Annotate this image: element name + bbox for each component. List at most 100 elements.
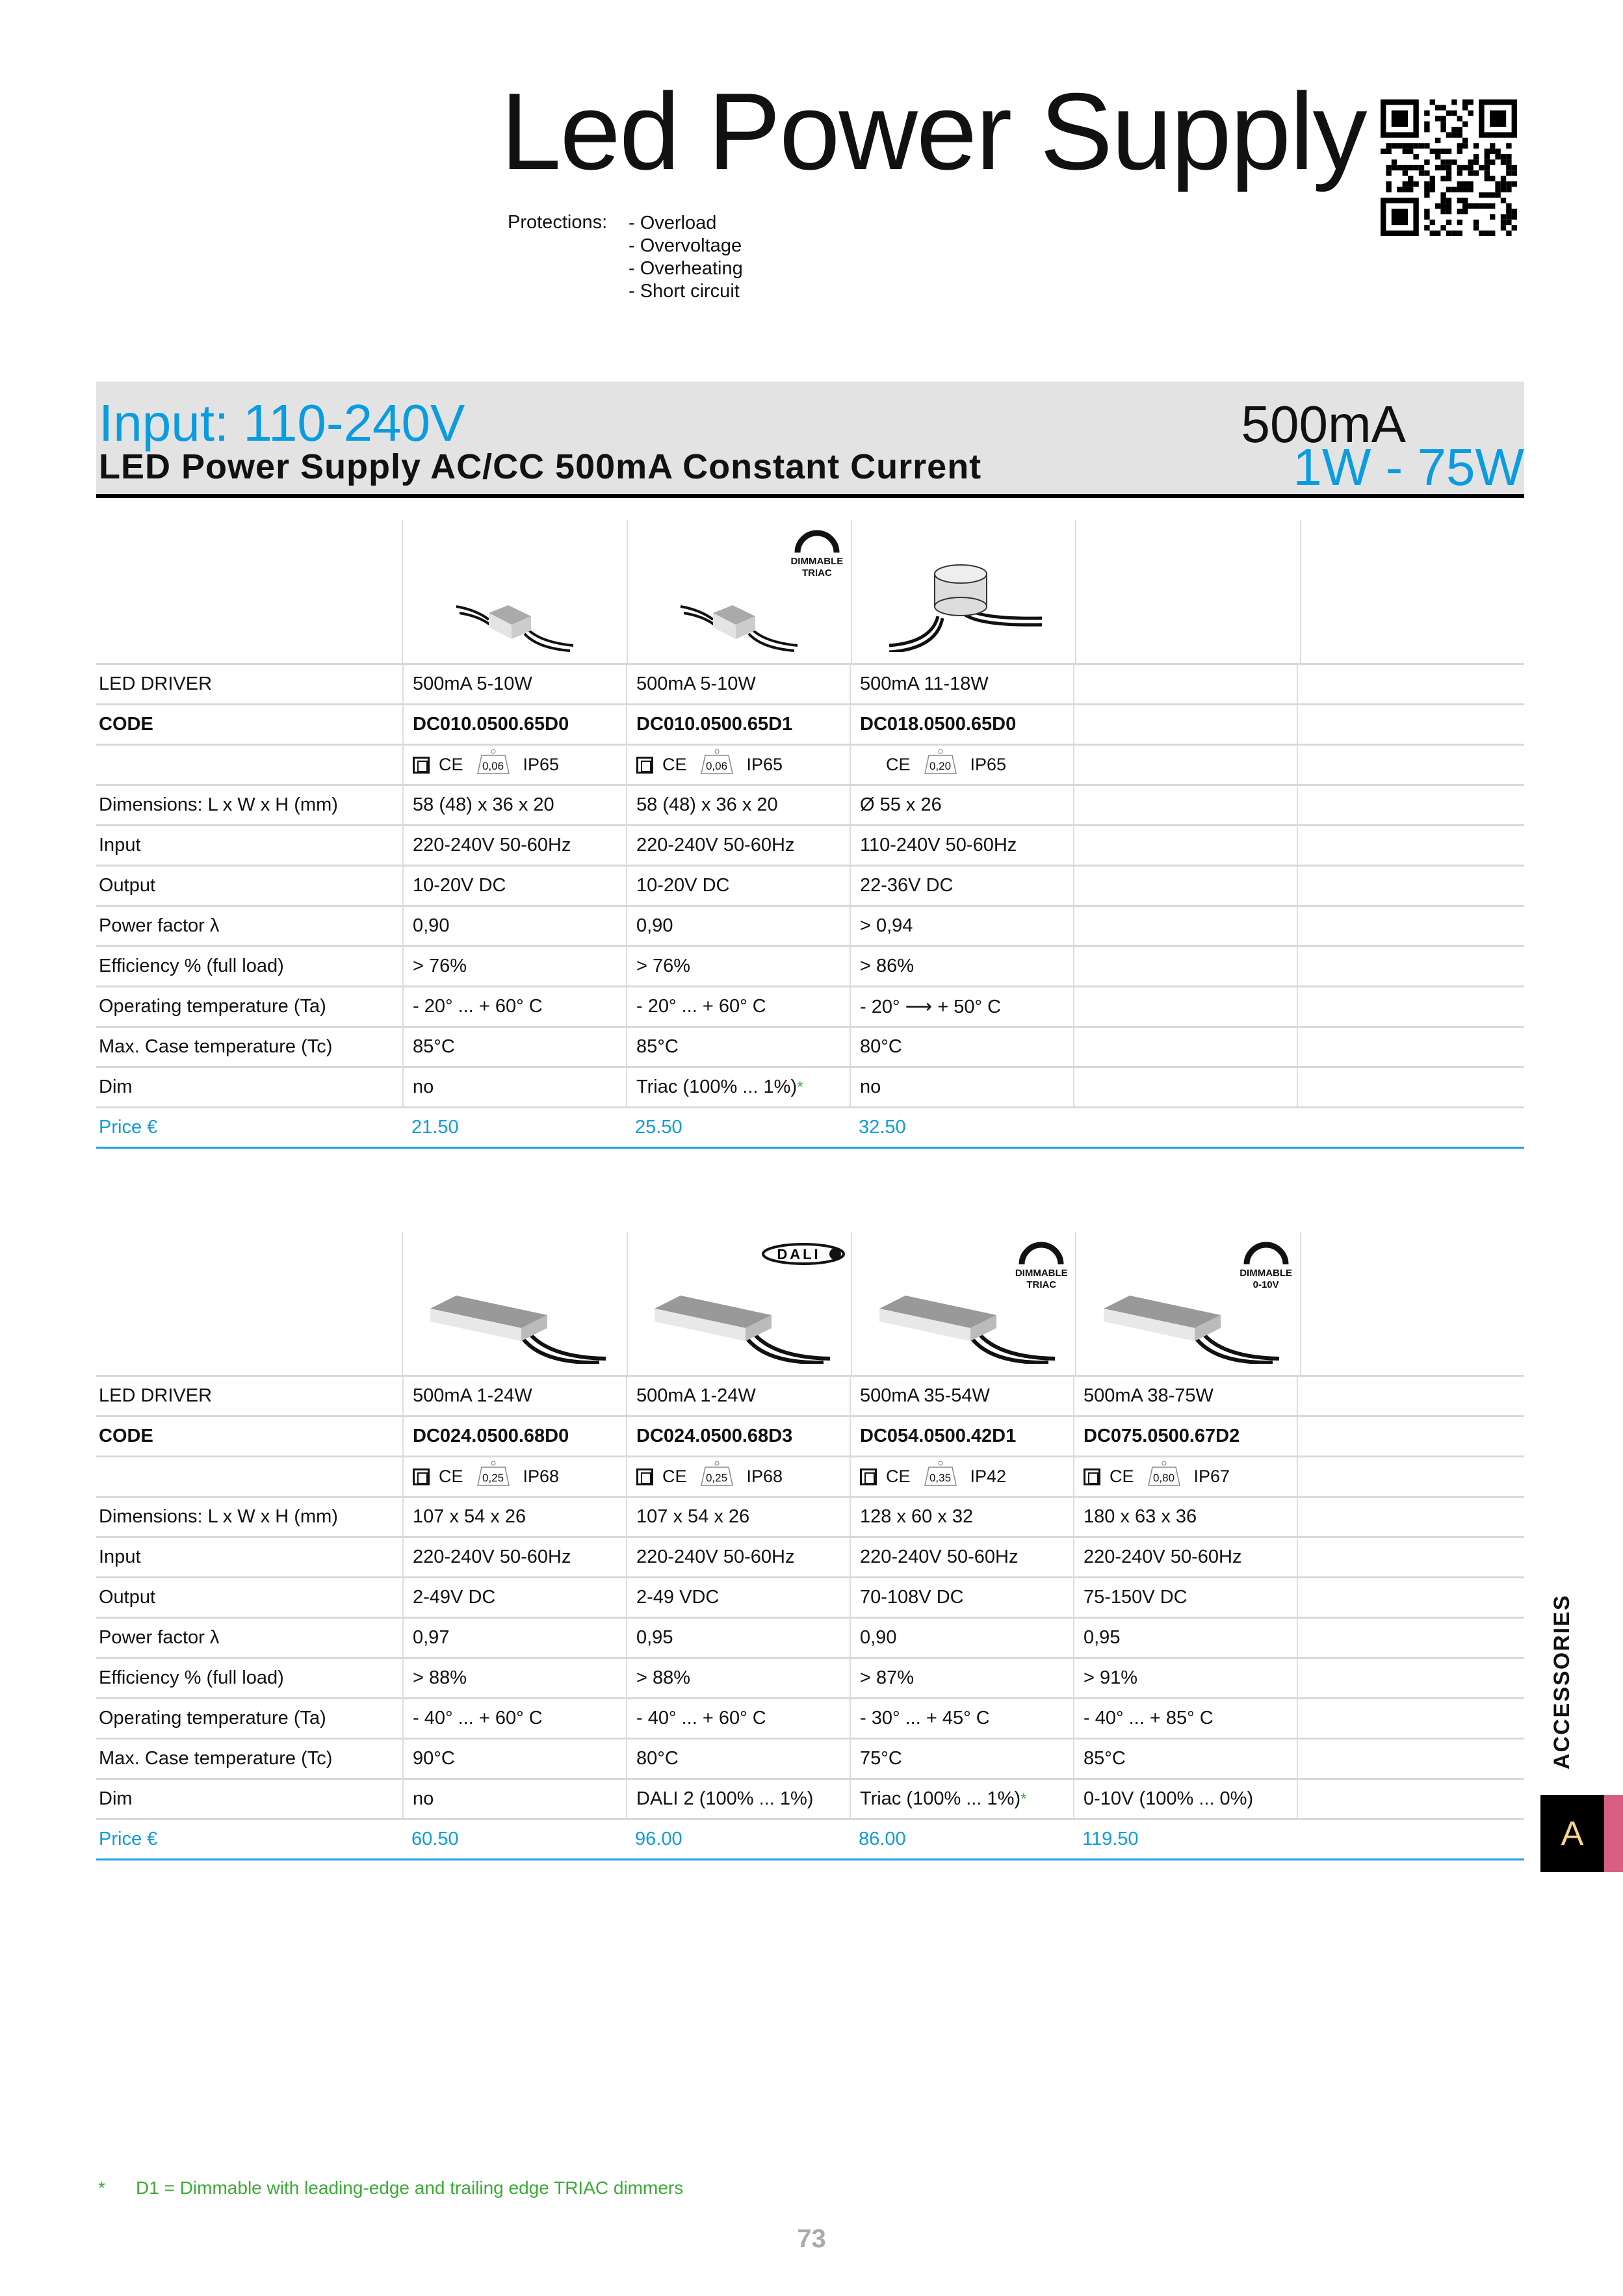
value-cell: DC075.0500.67D2 <box>1073 1417 1297 1455</box>
value-cell: 107 x 54 x 26 <box>402 1498 626 1536</box>
value-cell: > 91% <box>1073 1659 1297 1697</box>
row-label: Price € <box>99 1117 158 1138</box>
value-cell <box>1297 1457 1520 1496</box>
dim-value: no <box>860 1076 881 1097</box>
current-rating: 500mA <box>1241 395 1406 453</box>
section-tab-letter[interactable]: A <box>1540 1795 1604 1872</box>
row-label: Price € <box>99 1829 158 1849</box>
code-value: DC018.0500.65D0 <box>860 714 1017 735</box>
efficiency-value: > 76% <box>413 956 467 976</box>
table-row-cert: CE 0,06 IP65 CE 0,06 IP65 CE 0,20 IP65 <box>96 744 1524 784</box>
protection-item: - Overheating <box>629 258 743 279</box>
case_temp-value: 85°C <box>636 1036 679 1057</box>
efficiency-value: > 76% <box>636 956 691 976</box>
value-cell <box>1297 786 1520 824</box>
driver-value: 500mA 1-24W <box>636 1385 756 1406</box>
table-row-case_temp: Max. Case temperature (Tc) 90°C 80°C 75°C 85… <box>96 1738 1524 1778</box>
qr-code <box>1381 99 1517 236</box>
value-cell: 10-20V DC <box>402 867 626 905</box>
price-value[interactable]: 60.50 <box>411 1829 459 1849</box>
value-cell: 0,90 <box>626 907 850 945</box>
product-image-cell <box>402 520 626 663</box>
image-cell-empty <box>96 520 402 663</box>
code-value: DC010.0500.65D1 <box>636 714 793 735</box>
product-image-cell <box>850 520 1075 663</box>
input-value: 220-240V 50-60Hz <box>413 835 571 855</box>
value-cell <box>1297 907 1520 945</box>
price-value[interactable]: 21.50 <box>411 1117 459 1138</box>
price-value[interactable]: 25.50 <box>635 1117 682 1138</box>
input-value: 220-240V 50-60Hz <box>636 1546 795 1567</box>
protections-label: Protections: <box>508 212 608 233</box>
value-cell: 0,95 <box>1073 1619 1297 1657</box>
dimensions-value: 128 x 60 x 32 <box>860 1506 974 1527</box>
table-row-price: Price € 60.50 96.00 86.00 119.50 <box>96 1818 1524 1860</box>
value-cell: CE 0,25 IP68 <box>402 1457 626 1496</box>
value-cell: DALI 2 (100% ... 1%) <box>626 1780 850 1818</box>
row-label <box>96 746 402 784</box>
value-cell <box>1073 786 1297 824</box>
value-cell <box>1073 907 1297 945</box>
product-image <box>879 561 1048 655</box>
value-cell: 85°C <box>402 1028 626 1066</box>
value-cell <box>1297 1417 1520 1455</box>
table-row-input: Input 220-240V 50-60Hz 220-240V 50-60Hz 110… <box>96 824 1524 865</box>
value-cell <box>1297 1538 1520 1576</box>
weight-value: 0,25 <box>482 1471 504 1484</box>
case_temp-value: 75°C <box>860 1748 902 1769</box>
svg-text:DALI: DALI <box>777 1246 820 1262</box>
value-cell: 21.50 <box>402 1108 626 1147</box>
ip-rating: IP68 <box>746 1467 783 1486</box>
footnote-marker: * <box>98 2178 105 2198</box>
dim-value: DALI 2 (100% ... 1%) <box>636 1788 814 1809</box>
price-value[interactable]: 32.50 <box>859 1117 906 1138</box>
weight-icon: 0,06 <box>696 749 738 775</box>
value-cell: 85°C <box>626 1028 850 1066</box>
footnote-text: D1 = Dimmable with leading-edge and trai… <box>136 2178 684 2198</box>
value-cell: 80°C <box>626 1740 850 1778</box>
power-range: 1W - 75W <box>1293 438 1524 496</box>
row-label: Output <box>99 1587 156 1608</box>
case_temp-value: 80°C <box>860 1036 902 1057</box>
value-cell <box>1073 1068 1297 1106</box>
op_temp-value: - 30° ... + 45° C <box>860 1708 990 1729</box>
value-cell: > 76% <box>626 947 850 985</box>
driver-value: 500mA 1-24W <box>413 1385 532 1406</box>
value-cell <box>1297 1740 1520 1778</box>
row-label: Input <box>99 835 141 855</box>
badge-dali: DALI <box>761 1241 846 1270</box>
class-ii-icon <box>636 1468 653 1485</box>
value-cell: 86.00 <box>850 1820 1073 1859</box>
value-cell <box>1073 826 1297 865</box>
row-label: Input <box>99 1546 141 1567</box>
row-label: LED DRIVER <box>99 673 213 694</box>
table-row-dimensions: Dimensions: L x W x H (mm) 107 x 54 x 26 1… <box>96 1496 1524 1536</box>
weight-value: 0,80 <box>1152 1471 1175 1484</box>
ip-rating: IP68 <box>523 1467 560 1486</box>
efficiency-value: > 91% <box>1084 1667 1138 1688</box>
value-cell <box>1297 1578 1520 1617</box>
dimensions-value: 107 x 54 x 26 <box>636 1506 750 1527</box>
value-cell <box>1297 1028 1520 1066</box>
value-cell <box>1297 987 1520 1026</box>
cert-icons: CE 0,06 IP65 <box>636 749 783 775</box>
weight-icon: 0,35 <box>920 1461 961 1487</box>
code-value: DC024.0500.68D0 <box>413 1426 569 1446</box>
output-value: 75-150V DC <box>1084 1587 1188 1608</box>
price-value[interactable]: 96.00 <box>635 1829 682 1849</box>
power_factor-value: 0,90 <box>413 915 450 936</box>
code-value: DC075.0500.67D2 <box>1084 1426 1240 1446</box>
section-tab-color <box>1604 1795 1623 1872</box>
row-label: Dim <box>99 1076 133 1097</box>
protections-list: - Overload - Overvoltage - Overheating -… <box>629 212 743 303</box>
efficiency-value: > 88% <box>413 1667 467 1688</box>
row-label: Efficiency % (full load) <box>99 1667 284 1688</box>
value-cell: 70-108V DC <box>850 1578 1073 1617</box>
ip-rating: IP65 <box>970 755 1007 774</box>
value-cell: - 40° ... + 85° C <box>1073 1699 1297 1738</box>
ip-rating: IP42 <box>970 1467 1007 1486</box>
value-cell: Triac (100% ... 1%) * <box>626 1068 850 1106</box>
price-value[interactable]: 119.50 <box>1082 1829 1139 1849</box>
price-value[interactable]: 86.00 <box>859 1829 906 1849</box>
cert-icons: CE 0,80 IP67 <box>1084 1461 1230 1487</box>
